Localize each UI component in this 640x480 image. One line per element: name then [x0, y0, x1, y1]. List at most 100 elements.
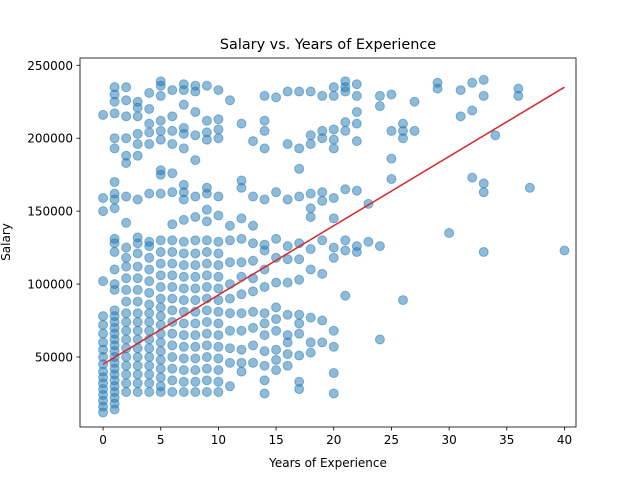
scatter-point	[259, 375, 270, 386]
scatter-point	[224, 220, 235, 231]
scatter-point	[467, 77, 478, 88]
scatter-point	[351, 106, 362, 117]
x-tick-label: 0	[99, 433, 107, 447]
scatter-point	[236, 366, 247, 377]
scatter-point	[259, 90, 270, 101]
scatter-point	[155, 235, 166, 246]
y-tick-label: 250000	[27, 59, 73, 73]
scatter-point	[121, 334, 132, 345]
scatter-point	[397, 295, 408, 306]
scatter-point	[109, 108, 120, 119]
scatter-point	[213, 210, 224, 221]
scatter-point	[178, 387, 189, 397]
scatter-point	[201, 80, 212, 91]
scatter-point	[386, 89, 397, 100]
scatter-point	[109, 264, 120, 275]
scatter-point	[190, 86, 201, 97]
scatter-point	[248, 191, 259, 202]
scatter-point	[213, 387, 224, 397]
scatter-point	[132, 111, 143, 122]
scatter-point	[317, 235, 328, 246]
scatter-point	[167, 305, 178, 316]
x-tick-label: 15	[268, 433, 283, 447]
scatter-point	[121, 325, 132, 336]
scatter-point	[340, 245, 351, 256]
y-axis: 50000 100000 150000 200000 250000	[27, 59, 80, 364]
scatter-point	[201, 216, 212, 227]
scatter-point	[248, 220, 259, 231]
scatter-point	[121, 387, 132, 397]
scatter-point	[109, 133, 120, 144]
scatter-point	[467, 105, 478, 116]
scatter-point	[167, 328, 178, 339]
scatter-point	[98, 193, 109, 204]
scatter-point	[155, 134, 166, 145]
scatter-point	[259, 330, 270, 341]
scatter-point	[98, 109, 109, 120]
scatter-point	[201, 305, 212, 316]
scatter-point	[305, 211, 316, 222]
scatter-point	[444, 228, 455, 239]
scatter-point	[328, 341, 339, 352]
scatter-point	[386, 174, 397, 185]
x-axis-label: Years of Experience	[268, 456, 387, 470]
scatter-point	[409, 125, 420, 136]
scatter-point	[294, 384, 305, 395]
scatter-point	[305, 188, 316, 199]
scatter-point	[132, 351, 143, 362]
scatter-point	[144, 308, 155, 319]
scatter-point	[201, 316, 212, 327]
scatter-point	[190, 341, 201, 352]
scatter-point	[178, 260, 189, 271]
scatter-point	[121, 261, 132, 272]
scatter-point	[167, 246, 178, 257]
scatter-point	[178, 295, 189, 306]
x-tick-label: 40	[557, 433, 572, 447]
scatter-point	[167, 235, 178, 246]
scatter-point	[271, 325, 282, 336]
scatter-point	[328, 90, 339, 101]
scatter-point	[121, 133, 132, 144]
scatter-point	[317, 195, 328, 206]
scatter-point	[374, 101, 385, 112]
scatter-point	[340, 290, 351, 301]
scatter-point	[524, 182, 535, 193]
scatter-point	[178, 236, 189, 247]
scatter-point	[317, 268, 328, 279]
scatter-point	[155, 293, 166, 304]
scatter-point	[155, 354, 166, 365]
x-tick-label: 10	[211, 433, 226, 447]
scatter-point	[236, 118, 247, 129]
scatter-point	[155, 372, 166, 383]
scatter-point	[224, 308, 235, 319]
scatter-point	[328, 82, 339, 93]
scatter-point	[236, 182, 247, 193]
scatter-point	[478, 74, 489, 85]
scatter-point	[351, 118, 362, 129]
scatter-points	[98, 74, 570, 418]
scatter-point	[155, 258, 166, 269]
scatter-point	[121, 82, 132, 93]
scatter-point	[317, 337, 328, 348]
scatter-point	[248, 136, 259, 147]
scatter-point	[213, 341, 224, 352]
scatter-point	[132, 369, 143, 380]
scatter-point	[328, 213, 339, 224]
scatter-point	[190, 271, 201, 282]
scatter-point	[305, 130, 316, 141]
scatter-point	[178, 194, 189, 205]
scatter-point	[167, 270, 178, 281]
scatter-point	[155, 302, 166, 313]
scatter-point	[478, 178, 489, 189]
scatter-point	[178, 318, 189, 329]
scatter-point	[190, 295, 201, 306]
scatter-point	[271, 302, 282, 313]
scatter-point	[328, 368, 339, 379]
scatter-point	[144, 127, 155, 138]
scatter-point	[155, 270, 166, 281]
scatter-point	[178, 341, 189, 352]
scatter-point	[201, 340, 212, 351]
scatter-point	[167, 340, 178, 351]
scatter-point	[155, 90, 166, 101]
scatter-point	[132, 139, 143, 150]
